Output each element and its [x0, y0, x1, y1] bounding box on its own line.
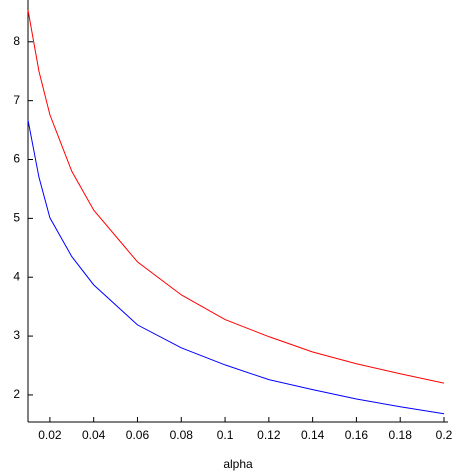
line-series [27, 119, 445, 415]
x-tick-label: 0.1 [217, 428, 234, 442]
y-tick-label: 8 [13, 34, 20, 48]
line-series [27, 9, 445, 384]
x-tick-label: 0.04 [82, 428, 106, 442]
x-axis-label: alpha [223, 457, 253, 471]
y-tick-label: 4 [13, 269, 20, 283]
x-tick-label: 0.02 [38, 428, 62, 442]
x-tick-label: 0.2 [436, 428, 453, 442]
x-tick-label: 0.14 [301, 428, 325, 442]
x-tick-label: 0.12 [257, 428, 281, 442]
y-tick-label: 6 [13, 152, 20, 166]
x-tick-label: 0.16 [345, 428, 369, 442]
y-tick-label: 3 [13, 328, 20, 342]
y-tick-label: 7 [13, 93, 20, 107]
y-tick-label: 2 [13, 387, 20, 401]
y-tick-label: 5 [13, 211, 20, 225]
x-tick-label: 0.18 [389, 428, 413, 442]
x-tick-label: 0.06 [126, 428, 150, 442]
x-tick-label: 0.08 [170, 428, 194, 442]
